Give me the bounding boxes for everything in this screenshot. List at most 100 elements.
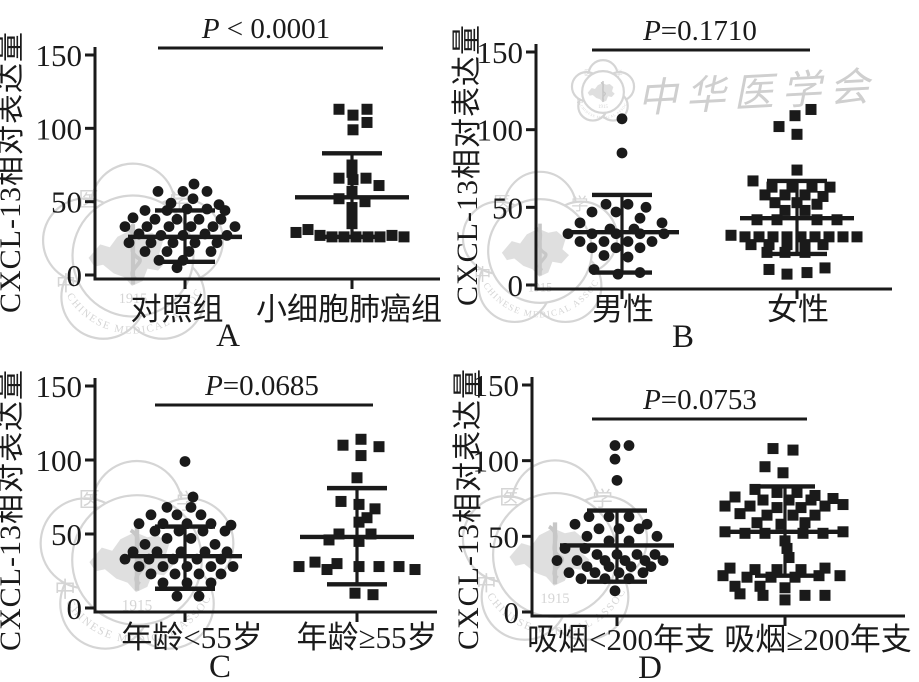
data-point-square: [747, 175, 759, 187]
logo-year: 1915: [119, 291, 148, 307]
data-point-square: [763, 239, 775, 251]
data-point-square: [819, 589, 831, 601]
data-point-circle: [589, 567, 601, 579]
data-point-circle: [157, 518, 169, 530]
data-point-square: [811, 214, 823, 226]
data-point-square: [353, 535, 365, 547]
data-point-circle: [163, 221, 175, 233]
data-point-square: [362, 231, 374, 243]
data-point-circle: [579, 543, 591, 554]
data-point-circle: [215, 213, 227, 225]
data-point-square: [809, 231, 821, 243]
data-point-square: [779, 204, 791, 216]
data-point-square: [811, 198, 823, 210]
data-point-circle: [613, 523, 625, 535]
data-point-square: [360, 172, 372, 184]
data-point-square: [350, 231, 362, 243]
data-point-circle: [149, 213, 161, 225]
data-point-square: [346, 166, 358, 178]
data-point-circle: [133, 518, 145, 530]
data-point-circle: [634, 212, 646, 224]
data-point-square: [373, 561, 385, 573]
data-point-circle: [651, 530, 663, 542]
data-point-circle: [177, 230, 189, 241]
y-tick-label: 150: [477, 35, 524, 70]
data-point-square: [791, 128, 803, 140]
data-point-circle: [171, 509, 183, 521]
data-point-square: [781, 542, 793, 554]
data-point-square: [779, 582, 791, 594]
data-point-circle: [559, 543, 571, 554]
data-point-circle: [649, 549, 661, 560]
data-point-circle: [603, 535, 615, 547]
data-point-square: [749, 483, 761, 495]
data-point-circle: [141, 221, 153, 233]
data-point-square: [365, 528, 377, 540]
data-point-circle: [193, 213, 205, 225]
data-point-square: [787, 444, 799, 456]
data-point-circle: [181, 577, 193, 589]
data-point-square: [837, 499, 849, 511]
data-point-circle: [145, 568, 157, 580]
data-point-square: [817, 239, 829, 251]
data-point-circle: [609, 585, 621, 597]
data-point-circle: [205, 518, 217, 530]
data-point-circle: [588, 264, 600, 275]
data-point-square: [335, 495, 347, 507]
data-point-square: [795, 502, 807, 514]
data-point-square: [739, 527, 751, 539]
panel-letter: A: [216, 318, 240, 354]
data-point-square: [719, 526, 731, 538]
logo-ring-char: 学: [616, 69, 623, 78]
data-point-circle: [609, 440, 621, 451]
data-point-circle: [169, 568, 181, 580]
logo-ring-char: 学: [571, 195, 588, 214]
p-value-label: P=0.0685: [204, 370, 319, 402]
data-point-circle: [133, 228, 145, 240]
data-point-circle: [187, 491, 199, 503]
data-point-square: [781, 268, 793, 280]
y-tick-label: 0: [504, 595, 520, 630]
data-point-square: [374, 231, 386, 243]
data-point-circle: [193, 590, 205, 602]
data-point-circle: [145, 509, 157, 521]
data-point-square: [817, 527, 829, 539]
data-point-square: [799, 589, 811, 601]
data-point-square: [338, 231, 350, 243]
data-point-square: [827, 493, 839, 504]
watermark-script-text: 中华医学会: [636, 64, 878, 121]
data-point-circle: [181, 561, 193, 572]
data-point-square: [323, 534, 335, 546]
logo-china-map: [509, 528, 590, 586]
data-point-square: [309, 556, 321, 568]
logo-snake: [600, 81, 607, 101]
data-point-square: [741, 571, 753, 583]
x-category-label: 年龄≥55岁: [296, 620, 437, 655]
data-point-circle: [199, 228, 211, 240]
scatter-group-2: [717, 443, 849, 606]
data-point-circle: [201, 186, 213, 197]
data-point-square: [789, 110, 801, 122]
data-point-circle: [586, 242, 598, 254]
data-point-square: [326, 231, 338, 243]
data-point-circle: [574, 217, 586, 229]
data-point-square: [353, 516, 365, 528]
data-point-circle: [623, 511, 635, 523]
logo-china-map: [89, 532, 174, 593]
data-point-circle: [161, 533, 173, 544]
data-point-square: [409, 564, 421, 576]
data-point-square: [361, 512, 373, 524]
data-point-circle: [133, 561, 145, 572]
data-point-square: [819, 562, 831, 574]
data-point-circle: [189, 237, 201, 249]
data-point-square: [346, 185, 358, 197]
data-point-square: [321, 564, 333, 576]
data-point-square: [293, 561, 305, 573]
logo-ring-char: 医: [499, 487, 520, 509]
logo-ring-char: 中: [474, 266, 491, 285]
data-point-circle: [610, 206, 622, 218]
data-point-square: [777, 467, 789, 479]
data-point-circle: [152, 186, 164, 197]
